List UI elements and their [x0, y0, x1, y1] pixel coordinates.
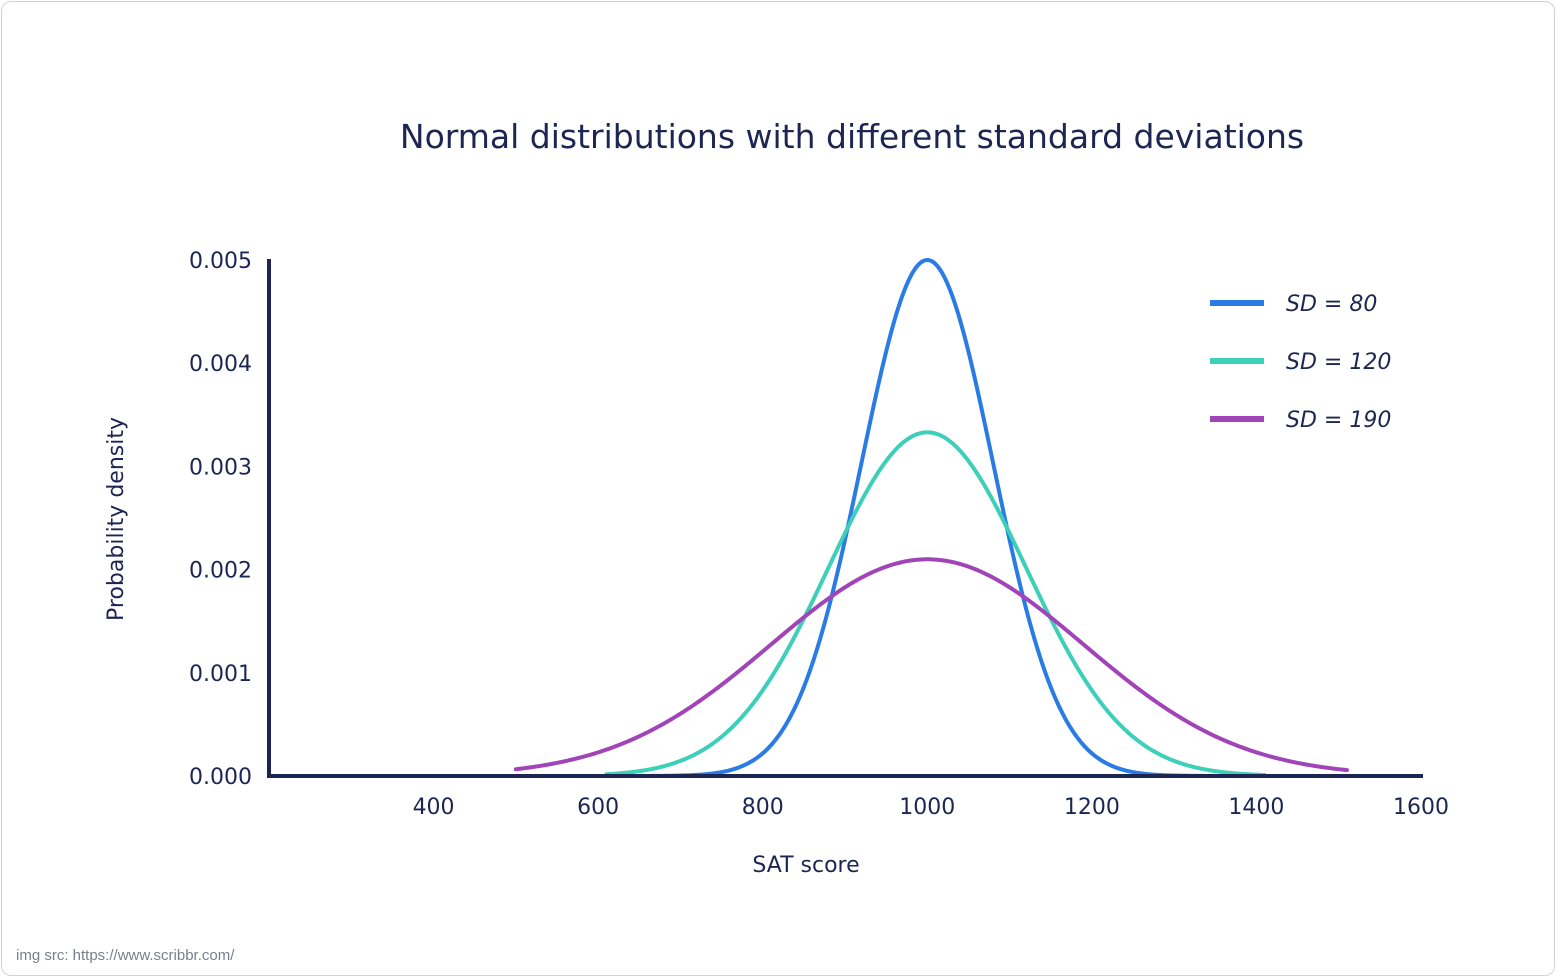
- chart-title: Normal distributions with different stan…: [400, 117, 1304, 156]
- x-tick-label: 1600: [1393, 795, 1449, 820]
- curves-group: [513, 258, 1349, 778]
- x-tick-labels: 400 600 800 1000 1200 1400 1600: [413, 795, 1449, 820]
- y-tick-label: 0.005: [189, 249, 252, 274]
- y-tick-label: 0.000: [189, 765, 252, 790]
- source-note: img src: https://www.scribbr.com/: [16, 947, 235, 964]
- y-tick-labels: 0.000 0.001 0.002 0.003 0.004 0.005: [189, 249, 252, 790]
- y-tick-label: 0.004: [189, 352, 252, 377]
- series-line-sd-80: [513, 258, 1341, 778]
- y-tick-label: 0.002: [189, 559, 252, 584]
- x-tick-label: 800: [742, 795, 784, 820]
- x-tick-label: 1400: [1228, 795, 1284, 820]
- x-tick-label: 1200: [1064, 795, 1120, 820]
- x-tick-label: 400: [413, 795, 455, 820]
- x-axis-label: SAT score: [752, 853, 859, 878]
- y-tick-label: 0.003: [189, 455, 252, 480]
- legend: SD = 80 SD = 120 SD = 190: [1210, 292, 1391, 433]
- legend-label-sd-190: SD = 190: [1286, 408, 1391, 433]
- x-tick-label: 600: [577, 795, 619, 820]
- y-axis-label: Probability density: [104, 417, 129, 621]
- legend-label-sd-120: SD = 120: [1286, 350, 1391, 375]
- x-tick-label: 1000: [899, 795, 955, 820]
- series-line-sd-190: [513, 557, 1349, 773]
- y-tick-label: 0.001: [189, 662, 252, 687]
- legend-label-sd-80: SD = 80: [1286, 292, 1377, 317]
- series-line-sd-120: [604, 430, 1267, 777]
